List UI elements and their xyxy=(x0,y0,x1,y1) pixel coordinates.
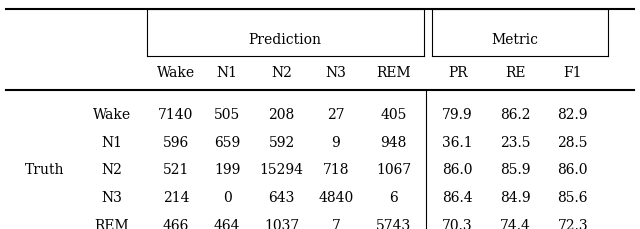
Text: 592: 592 xyxy=(268,135,295,149)
Text: 15294: 15294 xyxy=(260,163,303,177)
Text: 84.9: 84.9 xyxy=(500,190,531,204)
Text: 86.0: 86.0 xyxy=(557,163,588,177)
Text: 74.4: 74.4 xyxy=(500,218,531,229)
Text: RE: RE xyxy=(505,66,525,80)
Text: 86.4: 86.4 xyxy=(442,190,473,204)
Text: 82.9: 82.9 xyxy=(557,107,588,121)
Text: PR: PR xyxy=(448,66,467,80)
Text: F1: F1 xyxy=(564,66,582,80)
Text: 36.1: 36.1 xyxy=(442,135,473,149)
Text: Prediction: Prediction xyxy=(248,33,321,46)
Text: Truth: Truth xyxy=(25,163,65,177)
Text: 199: 199 xyxy=(214,163,241,177)
Text: 72.3: 72.3 xyxy=(557,218,588,229)
Text: N2: N2 xyxy=(271,66,292,80)
Text: REM: REM xyxy=(376,66,411,80)
Text: 27: 27 xyxy=(327,107,345,121)
Text: 70.3: 70.3 xyxy=(442,218,473,229)
Text: 1067: 1067 xyxy=(376,163,412,177)
Text: 505: 505 xyxy=(214,107,241,121)
Text: 521: 521 xyxy=(163,163,189,177)
Text: 85.9: 85.9 xyxy=(500,163,531,177)
Text: N3: N3 xyxy=(102,190,122,204)
Text: N1: N1 xyxy=(102,135,122,149)
Text: 86.2: 86.2 xyxy=(500,107,531,121)
Text: N2: N2 xyxy=(102,163,122,177)
Text: 1037: 1037 xyxy=(264,218,300,229)
Text: 948: 948 xyxy=(380,135,407,149)
Text: 23.5: 23.5 xyxy=(500,135,531,149)
Text: 466: 466 xyxy=(163,218,189,229)
Text: 5743: 5743 xyxy=(376,218,412,229)
Text: Wake: Wake xyxy=(157,66,195,80)
Text: N1: N1 xyxy=(217,66,237,80)
Text: 86.0: 86.0 xyxy=(442,163,473,177)
Text: 718: 718 xyxy=(323,163,349,177)
Text: 85.6: 85.6 xyxy=(557,190,588,204)
Text: 214: 214 xyxy=(163,190,189,204)
Text: 79.9: 79.9 xyxy=(442,107,473,121)
Text: Metric: Metric xyxy=(492,33,539,46)
Text: 4840: 4840 xyxy=(318,190,354,204)
Text: 6: 6 xyxy=(389,190,398,204)
Text: REM: REM xyxy=(95,218,129,229)
Text: 208: 208 xyxy=(268,107,295,121)
Text: 596: 596 xyxy=(163,135,189,149)
Text: 0: 0 xyxy=(223,190,232,204)
Text: 7: 7 xyxy=(332,218,340,229)
Text: 643: 643 xyxy=(268,190,295,204)
Text: 7140: 7140 xyxy=(158,107,194,121)
Text: Wake: Wake xyxy=(93,107,131,121)
Text: N3: N3 xyxy=(326,66,346,80)
Text: 464: 464 xyxy=(214,218,241,229)
Text: 9: 9 xyxy=(332,135,340,149)
Text: 405: 405 xyxy=(380,107,407,121)
Text: 659: 659 xyxy=(214,135,241,149)
Text: 28.5: 28.5 xyxy=(557,135,588,149)
